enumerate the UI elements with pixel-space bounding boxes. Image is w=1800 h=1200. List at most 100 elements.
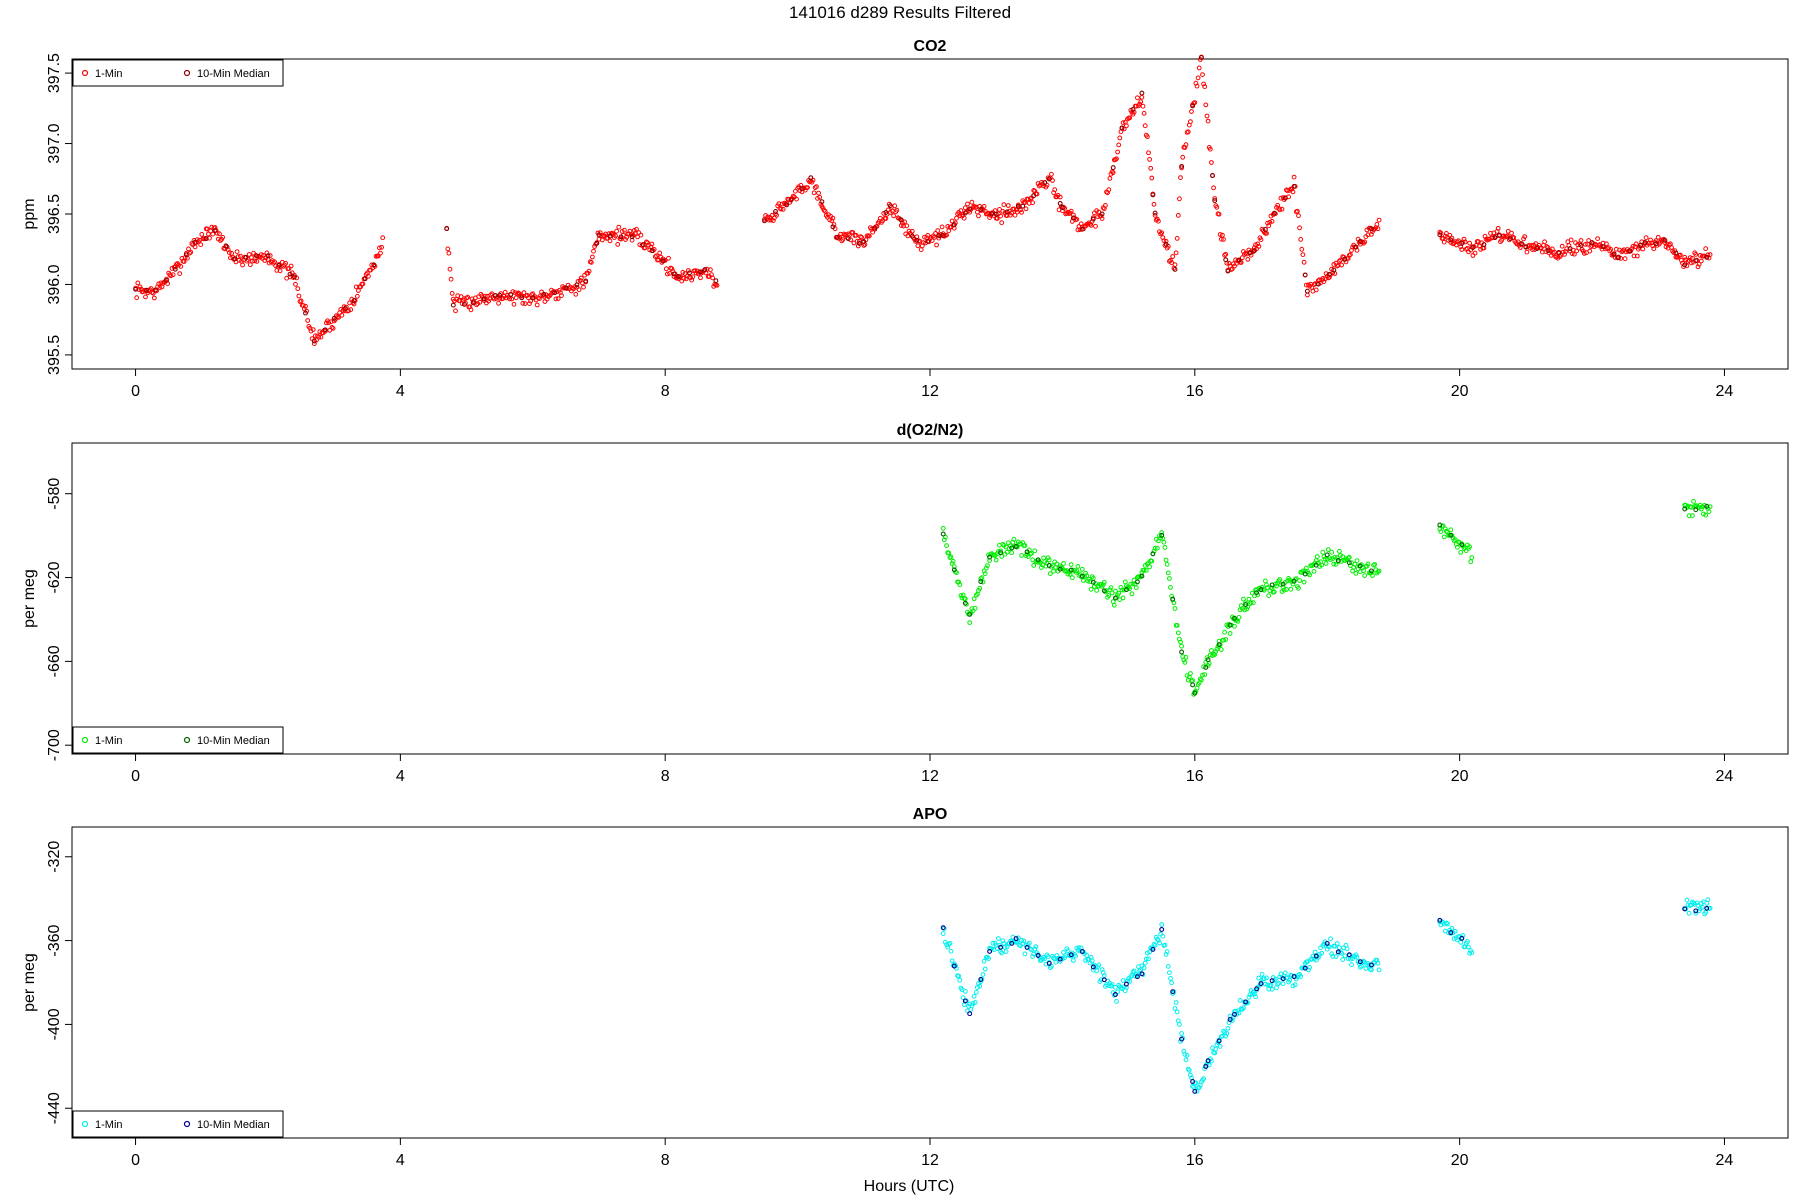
median-point [1291, 578, 1297, 584]
data-point [151, 295, 157, 301]
data-point [1307, 572, 1312, 578]
data-point [1099, 216, 1105, 222]
median-point [1368, 568, 1374, 574]
data-point [447, 266, 453, 272]
data-point [283, 260, 289, 266]
data-point [318, 334, 324, 340]
data-point [303, 303, 308, 309]
data-point [1354, 954, 1360, 960]
data-point [1067, 572, 1073, 577]
data-point [513, 295, 519, 301]
median-point [1448, 532, 1454, 538]
data-point [1376, 568, 1382, 574]
data-point [985, 563, 990, 568]
data-point [1094, 588, 1099, 593]
median-point [1205, 657, 1211, 663]
data-point [1103, 203, 1108, 208]
data-point [1159, 230, 1165, 236]
data-point [1185, 1066, 1191, 1072]
legend-box [72, 726, 284, 754]
data-point [377, 245, 382, 251]
data-point [961, 1002, 967, 1008]
data-point [1081, 578, 1086, 583]
median-point [861, 239, 867, 245]
data-point [1084, 573, 1090, 579]
median-point [914, 237, 920, 243]
data-point [1268, 982, 1274, 988]
data-point [1164, 949, 1170, 955]
data-point [1696, 261, 1702, 267]
legend-label: 1-Min [95, 68, 123, 80]
data-point [642, 245, 648, 251]
data-point [142, 287, 147, 293]
data-point [669, 266, 675, 272]
data-point [1482, 233, 1488, 239]
median-point [1112, 992, 1118, 997]
median-point [243, 254, 249, 260]
median-point [1198, 55, 1204, 60]
y-tick-label: -360 [46, 924, 63, 956]
median-point [1302, 965, 1308, 971]
data-point [1124, 123, 1129, 129]
data-point [1173, 250, 1179, 256]
median-point [1123, 981, 1129, 987]
median-point [450, 302, 456, 308]
data-point [998, 213, 1003, 219]
data-point [805, 185, 810, 191]
data-point [1332, 554, 1338, 560]
data-point [957, 582, 963, 588]
median-point [898, 217, 904, 223]
data-point [1197, 676, 1203, 682]
legend-label: 10-Min Median [197, 1119, 270, 1131]
data-point [1265, 220, 1270, 226]
data-point [1248, 600, 1254, 605]
median-point [1357, 238, 1363, 244]
median-point [583, 278, 589, 284]
data-point [1299, 246, 1305, 252]
data-point [1313, 287, 1319, 293]
data-point [1291, 174, 1297, 180]
data-point [1223, 1033, 1229, 1039]
data-point [1045, 175, 1051, 181]
median-point [144, 287, 150, 293]
median-point [834, 234, 840, 240]
data-point [1188, 671, 1193, 676]
data-point [1578, 238, 1584, 243]
data-point [1241, 1005, 1246, 1011]
data-point [1163, 238, 1169, 244]
data-point [188, 249, 194, 255]
data-point [1290, 189, 1296, 195]
data-point [1119, 587, 1125, 593]
median-point [1642, 240, 1648, 245]
data-point [780, 206, 786, 212]
median-point [962, 998, 968, 1004]
data-point [1015, 935, 1021, 941]
data-point [634, 226, 639, 232]
data-point [1086, 576, 1092, 582]
median-point [978, 977, 984, 982]
median-point [1190, 682, 1196, 688]
median-point [1020, 203, 1026, 209]
x-tick-label: 0 [131, 383, 140, 400]
data-point [1524, 249, 1530, 255]
data-point [592, 244, 597, 249]
data-point [909, 228, 915, 234]
data-point [1372, 562, 1378, 567]
data-point [1530, 247, 1535, 253]
median-point [508, 292, 514, 298]
data-point [1000, 541, 1006, 547]
x-tick-label: 16 [1186, 383, 1204, 400]
data-point [1237, 998, 1243, 1003]
median-point [1172, 266, 1178, 272]
data-point [1164, 562, 1170, 567]
data-point [1218, 647, 1224, 652]
data-point [1276, 980, 1282, 986]
data-point [1177, 196, 1182, 202]
median-point [1015, 203, 1021, 209]
data-point [1114, 156, 1119, 162]
legend-marker [81, 69, 89, 77]
data-point [1069, 575, 1075, 581]
median-point [660, 258, 666, 264]
median-point [1059, 205, 1065, 211]
data-point [1319, 950, 1325, 956]
